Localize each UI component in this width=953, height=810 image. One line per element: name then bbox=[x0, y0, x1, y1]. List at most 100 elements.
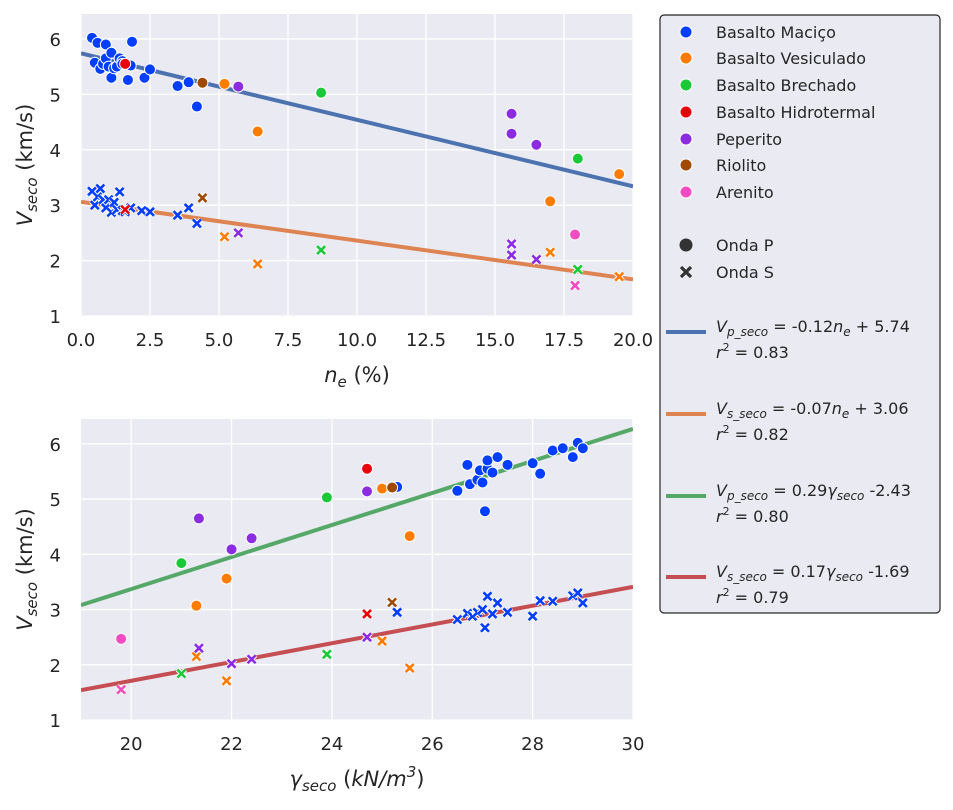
point-s bbox=[572, 587, 584, 599]
point-p bbox=[105, 46, 118, 59]
point-p bbox=[505, 127, 518, 140]
point-p bbox=[121, 73, 134, 86]
legend-fit-equation: Vp_seco = -0.12ne + 5.74 bbox=[716, 317, 910, 339]
point-p bbox=[376, 482, 389, 495]
point-s bbox=[119, 203, 131, 216]
point-p bbox=[556, 442, 569, 455]
legend-entry-label: Basalto Vesiculado bbox=[716, 49, 866, 68]
point-s bbox=[505, 249, 518, 261]
y-tick-label: 6 bbox=[50, 435, 61, 456]
point-p bbox=[119, 57, 132, 70]
legend-marker-circle bbox=[679, 238, 693, 252]
point-p bbox=[571, 152, 584, 165]
legend-marker-cross bbox=[679, 265, 693, 279]
point-s bbox=[391, 606, 403, 618]
point-s bbox=[175, 667, 187, 680]
point-p bbox=[530, 138, 543, 151]
point-p bbox=[491, 451, 504, 464]
y-tick-label: 2 bbox=[50, 252, 61, 273]
legend-fit-r2: r2 = 0.80 bbox=[716, 505, 789, 526]
point-s bbox=[404, 662, 416, 674]
point-p bbox=[126, 35, 139, 48]
point-s bbox=[220, 675, 233, 687]
point-s bbox=[481, 590, 494, 602]
point-s bbox=[361, 631, 373, 643]
point-p bbox=[232, 80, 245, 93]
point-s bbox=[89, 199, 101, 211]
point-s bbox=[476, 603, 489, 616]
x-tick-label: 30 bbox=[622, 734, 645, 755]
point-s bbox=[577, 597, 589, 609]
legend-fit-equation: Vs_seco = -0.07ne + 3.06 bbox=[716, 399, 909, 421]
point-p bbox=[218, 77, 231, 90]
point-p bbox=[144, 63, 156, 76]
point-s bbox=[491, 597, 504, 609]
point-p bbox=[175, 557, 188, 570]
y-axis-label: Vseco (km/s) bbox=[13, 104, 41, 227]
point-s bbox=[196, 192, 209, 204]
point-p bbox=[192, 512, 205, 525]
legend-entry-label: Peperito bbox=[716, 130, 782, 149]
y-tick-label: 5 bbox=[50, 85, 61, 106]
legend-fit-r2: r2 = 0.83 bbox=[716, 341, 789, 362]
legend-entry-label: Riolito bbox=[716, 156, 766, 175]
legend-marker bbox=[679, 185, 693, 199]
x-tick-label: 15.0 bbox=[475, 330, 515, 351]
legend-fit-r2: r2 = 0.79 bbox=[716, 586, 789, 607]
legend-fit-r2: r2 = 0.82 bbox=[716, 423, 789, 444]
plot-panel-2: 20 22 24 26 28 30 1 2 3 4 5 6 γseco (kN/m3) Vseco (km… bbox=[13, 419, 644, 795]
y-tick-label: 5 bbox=[50, 490, 61, 511]
legend-marker bbox=[679, 132, 693, 146]
legend-marker bbox=[679, 105, 693, 119]
point-p bbox=[320, 491, 333, 504]
point-p bbox=[99, 38, 112, 51]
legend-marker bbox=[679, 51, 693, 65]
point-p bbox=[566, 451, 579, 464]
point-p bbox=[315, 86, 328, 99]
plot-panel-1: 0.0 2.5 5.0 7.5 10.0 12.5 15.0 17.5 20.0 1 2 3 4 5 6 ne… bbox=[13, 14, 653, 391]
point-p bbox=[478, 505, 491, 518]
fit-line-vs_ne bbox=[81, 199, 633, 282]
point-p bbox=[576, 442, 589, 455]
y-tick-label: 1 bbox=[50, 307, 61, 328]
x-tick-label: 26 bbox=[421, 734, 444, 755]
point-s bbox=[193, 642, 205, 654]
point-s bbox=[486, 608, 499, 620]
legend: Basalto Maciço Basalto Vesiculado Basalto … bbox=[659, 14, 941, 614]
point-p bbox=[361, 485, 374, 498]
legend-fit-equation: Vp_seco = 0.29γseco -2.43 bbox=[716, 481, 911, 503]
x-tick-label: 10.0 bbox=[337, 330, 377, 351]
x-tick-label: 12.5 bbox=[406, 330, 446, 351]
point-p bbox=[386, 481, 399, 494]
point-s bbox=[171, 209, 184, 221]
legend-frame bbox=[659, 14, 941, 614]
point-s bbox=[544, 246, 556, 258]
point-s bbox=[183, 202, 195, 214]
point-s bbox=[190, 650, 203, 663]
legend-entry-label: Basalto Maciço bbox=[716, 23, 836, 42]
point-p bbox=[461, 458, 474, 471]
point-s bbox=[569, 279, 581, 292]
point-s bbox=[191, 217, 203, 230]
legend-entry-label: Basalto Brechado bbox=[716, 76, 856, 95]
point-s bbox=[245, 653, 258, 665]
legend-marker bbox=[679, 158, 693, 172]
x-tick-label: 24 bbox=[320, 734, 343, 755]
point-p bbox=[544, 195, 557, 208]
y-tick-label: 6 bbox=[50, 30, 61, 51]
y-tick-label: 3 bbox=[50, 601, 61, 622]
point-p bbox=[245, 532, 258, 545]
x-axis-label: ne (%) bbox=[324, 363, 390, 391]
point-s bbox=[315, 244, 327, 256]
y-tick-label: 4 bbox=[50, 545, 61, 566]
point-s bbox=[534, 595, 546, 607]
point-p bbox=[569, 228, 582, 241]
point-s bbox=[613, 271, 625, 283]
point-p bbox=[361, 462, 374, 475]
point-p bbox=[171, 80, 184, 93]
y-axis-label: Vseco (km/s) bbox=[13, 508, 41, 631]
point-s bbox=[361, 608, 373, 620]
point-p bbox=[403, 530, 416, 543]
x-tick-label: 17.5 bbox=[544, 330, 584, 351]
